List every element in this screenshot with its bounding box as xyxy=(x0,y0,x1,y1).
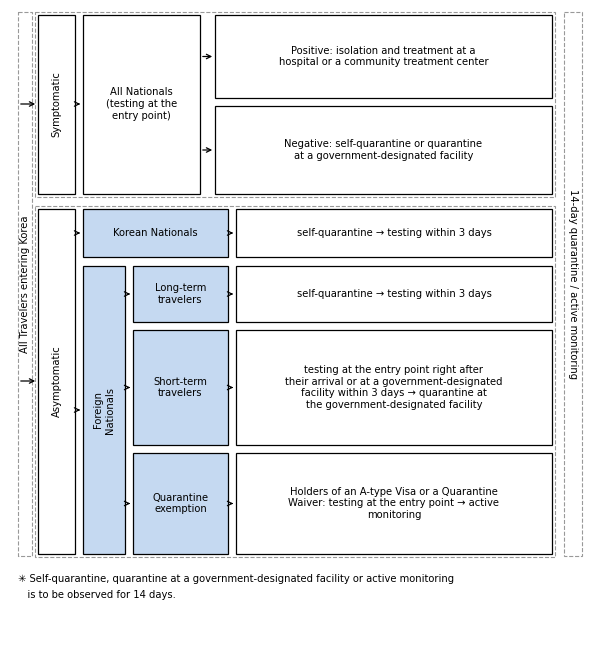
Text: All Nationals
(testing at the
entry point): All Nationals (testing at the entry poin… xyxy=(106,88,177,120)
Text: self-quarantine → testing within 3 days: self-quarantine → testing within 3 days xyxy=(296,228,492,238)
Bar xyxy=(83,15,200,194)
Text: Holders of an A-type Visa or a Quarantine
Waiver: testing at the entry point → a: Holders of an A-type Visa or a Quarantin… xyxy=(288,487,499,520)
Bar xyxy=(38,209,75,554)
Bar xyxy=(35,206,555,557)
Bar xyxy=(236,453,552,554)
Text: self-quarantine → testing within 3 days: self-quarantine → testing within 3 days xyxy=(296,289,492,299)
Bar xyxy=(83,266,125,554)
Bar xyxy=(236,209,552,257)
Bar xyxy=(236,266,552,322)
Bar xyxy=(236,330,552,445)
Bar xyxy=(564,12,582,556)
Text: Foreign
Nationals: Foreign Nationals xyxy=(93,386,115,434)
Bar xyxy=(18,12,32,556)
Text: Long-term
travelers: Long-term travelers xyxy=(155,283,206,305)
Text: Short-term
travelers: Short-term travelers xyxy=(154,376,207,398)
Bar xyxy=(215,15,552,98)
Text: Negative: self-quarantine or quarantine
at a government-designated facility: Negative: self-quarantine or quarantine … xyxy=(284,139,483,161)
Text: All Travelers entering Korea: All Travelers entering Korea xyxy=(20,215,30,353)
Text: ✳ Self-quarantine, quarantine at a government-designated facility or active moni: ✳ Self-quarantine, quarantine at a gover… xyxy=(18,574,454,584)
Bar xyxy=(83,209,228,257)
Text: Positive: isolation and treatment at a
hospital or a community treatment center: Positive: isolation and treatment at a h… xyxy=(279,45,488,67)
Bar xyxy=(215,106,552,194)
Text: Quarantine
exemption: Quarantine exemption xyxy=(153,493,209,515)
Text: 14-day quarantine / active monitoring: 14-day quarantine / active monitoring xyxy=(568,189,578,379)
Text: testing at the entry point right after
their arrival or at a government-designat: testing at the entry point right after t… xyxy=(285,365,503,410)
Text: Asymptomatic: Asymptomatic xyxy=(52,345,61,417)
Bar xyxy=(38,15,75,194)
Text: is to be observed for 14 days.: is to be observed for 14 days. xyxy=(18,590,176,600)
Text: Symptomatic: Symptomatic xyxy=(52,71,61,137)
Bar xyxy=(133,453,228,554)
Bar xyxy=(133,266,228,322)
Bar xyxy=(133,330,228,445)
Bar xyxy=(35,12,555,197)
Text: Korean Nationals: Korean Nationals xyxy=(113,228,198,238)
